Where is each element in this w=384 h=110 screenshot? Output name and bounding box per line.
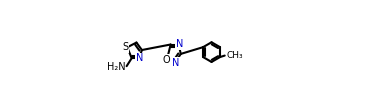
Text: O: O bbox=[162, 55, 170, 65]
Text: N: N bbox=[175, 39, 183, 49]
Text: S: S bbox=[122, 42, 128, 52]
Text: N: N bbox=[172, 58, 179, 68]
Text: N: N bbox=[136, 53, 143, 63]
Text: CH₃: CH₃ bbox=[226, 51, 243, 60]
Text: H₂N: H₂N bbox=[106, 62, 125, 72]
